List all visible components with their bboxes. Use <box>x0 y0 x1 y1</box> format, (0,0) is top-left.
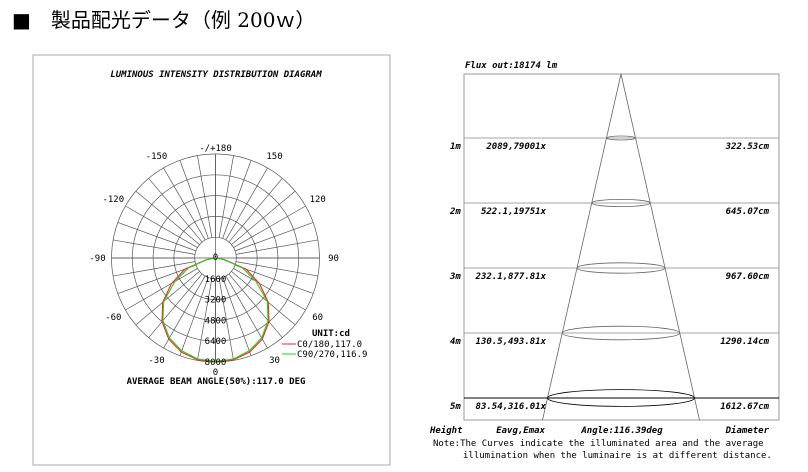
row-diameter: 645.07cm <box>726 207 770 217</box>
ring-label: 1600 <box>205 275 227 285</box>
angle-label: -120 <box>102 195 124 205</box>
spoke <box>197 278 213 361</box>
spoke <box>225 167 268 241</box>
polar-title: LUMINOUS INTENSITY DISTRIBUTION DIAGRAM <box>110 70 322 80</box>
row-eavg-emax: 2089,79001x <box>485 142 546 152</box>
angle-label: -150 <box>146 152 168 162</box>
spoke <box>234 222 314 252</box>
spoke <box>231 190 296 245</box>
angle-label: 150 <box>266 152 282 162</box>
spoke <box>125 268 198 311</box>
ring-label: 3200 <box>205 296 227 306</box>
angle-label: 120 <box>310 195 326 205</box>
cone-frame <box>463 73 780 421</box>
spoke <box>148 273 203 338</box>
spoke <box>222 277 252 356</box>
polar-diagram: LUMINOUS INTENSITY DISTRIBUTION DIAGRAM … <box>32 54 391 466</box>
row-eavg-emax: 522.1,19751x <box>481 207 547 217</box>
spoke <box>135 271 200 326</box>
row-diameter: 967.60cm <box>726 272 770 282</box>
spoke <box>228 273 283 338</box>
angle-label: 30 <box>269 356 280 366</box>
note-line-2: illumination when the luminaire is at di… <box>463 451 772 461</box>
row-height: 4m <box>450 337 461 347</box>
ring-label: 8000 <box>205 358 227 368</box>
note-line-1: Note:The Curves indicate the illuminated… <box>433 439 764 449</box>
polar-frame <box>32 54 391 466</box>
polar-grid <box>111 153 320 363</box>
cone-edge-right <box>620 73 700 421</box>
row-eavg-emax: 130.5,493.81x <box>476 337 547 347</box>
angle-label: 60 <box>312 313 323 323</box>
row-height: 3m <box>449 272 461 282</box>
row-diameter: 1290.14cm <box>720 337 769 347</box>
angle-label: -30 <box>148 356 164 366</box>
spoke <box>233 268 306 311</box>
spoke <box>231 271 296 326</box>
unit-label: UNIT:cd <box>312 329 350 339</box>
spoke <box>235 239 318 255</box>
cone-geometry <box>464 73 779 421</box>
spoke <box>218 155 234 238</box>
illumination-ellipse <box>591 198 651 207</box>
cone-edge-left <box>542 73 622 421</box>
illumination-ellipse <box>561 325 681 341</box>
row-height: 2m <box>449 207 461 217</box>
spoke <box>235 261 318 277</box>
flux-label: Flux out:18174 lm <box>465 61 558 71</box>
legend-c90: C90/270,116.9 <box>297 350 367 360</box>
spoke <box>135 190 200 245</box>
illumination-ellipse <box>606 135 636 141</box>
curve-series-1 <box>162 257 269 362</box>
spoke <box>117 222 197 252</box>
footer-angle: Angle:116.39deg <box>580 426 663 436</box>
page-title: ■ 製品配光データ（例 200ｗ） <box>12 8 316 32</box>
legend-c0: C0/180,117.0 <box>297 340 362 350</box>
spoke <box>113 261 196 277</box>
spoke <box>113 239 196 255</box>
polar-curves <box>161 257 270 363</box>
illumination-ellipse <box>576 262 666 274</box>
footer-eavg: Eavg,Emax <box>496 426 545 436</box>
spoke <box>179 277 209 356</box>
row-height: 5m <box>450 402 461 412</box>
spoke <box>148 178 203 243</box>
spoke <box>218 278 234 361</box>
spoke <box>117 264 197 294</box>
spoke <box>225 275 268 349</box>
ring-labels: 0 1600 3200 4800 6400 8000 <box>205 253 227 368</box>
ring-label: 6400 <box>205 337 227 347</box>
illumination-ellipse <box>547 389 695 407</box>
ring-label: 4800 <box>205 316 227 326</box>
row-eavg-emax: 232.1,877.81x <box>475 272 547 282</box>
spoke <box>163 275 206 349</box>
spoke <box>228 178 283 243</box>
footer-height: Height <box>429 425 463 436</box>
angle-label: 90 <box>328 254 339 264</box>
spoke <box>233 205 306 248</box>
row-diameter: 1612.67cm <box>720 402 769 412</box>
spoke <box>234 264 314 294</box>
spoke <box>197 155 213 238</box>
row-diameter: 322.53cm <box>725 142 770 152</box>
curve-series-0 <box>161 257 270 363</box>
angle-label: -/+180 <box>199 144 232 154</box>
spoke <box>222 160 252 239</box>
spoke <box>125 205 198 248</box>
row-height: 1m <box>450 142 461 152</box>
row-eavg-emax: 83.54,316.01x <box>476 402 547 412</box>
cone-rows: 1m 2089,79001x 322.53cm 2m 522.1,19751x 645.0… <box>449 142 770 412</box>
angle-label: -60 <box>105 313 121 323</box>
spoke <box>179 160 209 239</box>
cone-diagram: Flux out:18174 lm 1m 2089,79001x 322.53cm 2… <box>429 61 780 461</box>
ring-label: 0 <box>213 253 218 263</box>
angle-label: 0 <box>213 368 218 378</box>
footer-diameter: Diameter <box>725 425 770 436</box>
angle-label: -90 <box>89 254 105 264</box>
angle-labels: -/+180 150 -150 120 -120 90 -90 60 -60 30 -30 0 <box>89 144 339 378</box>
spoke <box>163 167 206 241</box>
beam-angle-text: AVERAGE BEAM ANGLE(50%):117.0 DEG <box>127 377 306 387</box>
